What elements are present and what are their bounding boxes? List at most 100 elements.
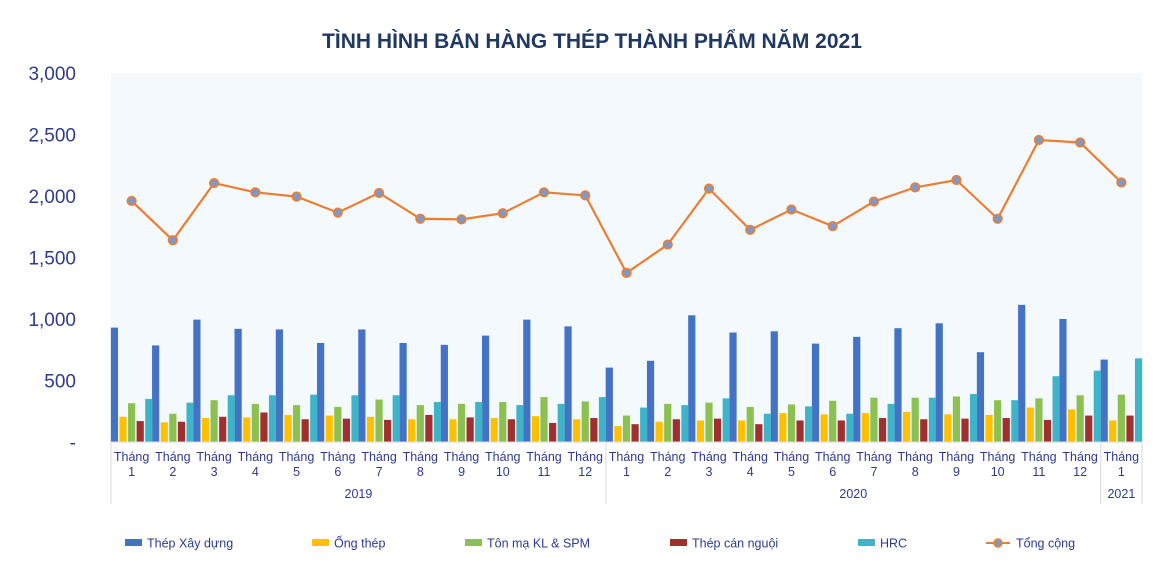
- x-axis: Tháng1Tháng2Tháng3Tháng4Tháng5Tháng6Thán…: [110, 441, 1143, 504]
- bar-ống-thép-11: [573, 419, 581, 442]
- bar-hrc-19: [928, 397, 936, 442]
- year-group-label: 2019: [345, 487, 373, 501]
- bar-thép-cán-nguội-11: [590, 418, 598, 442]
- x-tick-label: 3: [211, 465, 218, 479]
- x-tick-label: Tháng: [526, 450, 561, 464]
- year-group-label: 2020: [839, 487, 867, 501]
- bar-thép-cán-nguội-13: [672, 419, 680, 442]
- bar-hrc-13: [681, 405, 689, 442]
- bar-tôn-mạ-kl-spm-12: [622, 415, 631, 442]
- bar-thép-cán-nguội-15: [755, 424, 763, 442]
- x-tick-label: Tháng: [361, 450, 396, 464]
- bar-tôn-mạ-kl-spm-1: [169, 413, 177, 442]
- bar-tôn-mạ-kl-spm-7: [416, 405, 424, 442]
- x-tick-label: 12: [1073, 465, 1087, 479]
- x-tick-label: 11: [538, 465, 551, 479]
- bar-hrc-15: [763, 413, 772, 442]
- x-tick-label: 12: [578, 465, 592, 479]
- bar-thép-xây-dựng-12: [605, 367, 613, 442]
- bar-ống-thép-2: [201, 418, 210, 442]
- bar-thép-xây-dựng-18: [853, 336, 861, 442]
- bar-thép-cán-nguội-20: [961, 418, 969, 442]
- bar-hrc-8: [475, 402, 483, 442]
- bar-tôn-mạ-kl-spm-0: [128, 403, 136, 442]
- bar-tôn-mạ-kl-spm-5: [334, 406, 342, 442]
- x-tick-label: Tháng: [1021, 450, 1056, 464]
- line-point-24: [1116, 177, 1127, 188]
- bar-tôn-mạ-kl-spm-3: [251, 403, 259, 442]
- x-tick-label: 4: [252, 465, 259, 479]
- bar-thép-cán-nguội-21: [1002, 418, 1010, 442]
- bar-hrc-2: [227, 395, 235, 442]
- y-tick-label: 1,500: [28, 249, 76, 270]
- x-tick-label: Tháng: [320, 450, 355, 464]
- x-tick-label: 6: [829, 465, 836, 479]
- bar-thép-xây-dựng-20: [935, 323, 943, 442]
- x-tick-label: 7: [376, 465, 383, 479]
- x-tick-label: Tháng: [691, 450, 726, 464]
- x-tick-label: Tháng: [238, 450, 273, 464]
- bar-ống-thép-15: [738, 420, 746, 442]
- plot-area: [111, 73, 1142, 442]
- bar-ống-thép-3: [243, 417, 251, 442]
- bar-ống-thép-21: [985, 414, 993, 442]
- bar-thép-cán-nguội-24: [1126, 415, 1134, 442]
- legend-swatch: [312, 539, 329, 546]
- line-point-20: [951, 174, 962, 186]
- bar-tôn-mạ-kl-spm-22: [1035, 398, 1043, 442]
- legend-swatch: [465, 539, 482, 546]
- bar-thép-xây-dựng-13: [646, 360, 655, 442]
- x-tick-label: Tháng: [155, 450, 190, 464]
- bar-thép-xây-dựng-21: [976, 352, 985, 442]
- bar-thép-xây-dựng-19: [894, 328, 902, 442]
- bar-ống-thép-4: [284, 414, 292, 442]
- x-tick-label: 6: [334, 465, 341, 479]
- bar-tôn-mạ-kl-spm-10: [540, 397, 548, 442]
- bar-thép-xây-dựng-2: [193, 319, 201, 442]
- bar-hrc-17: [846, 413, 854, 442]
- line-point-2: [209, 177, 220, 189]
- legend-label: Thép cán nguội: [692, 537, 778, 551]
- bar-thép-xây-dựng-23: [1059, 319, 1067, 442]
- line-point-18: [868, 196, 880, 207]
- line-point-0: [126, 195, 137, 207]
- bar-tôn-mạ-kl-spm-21: [994, 400, 1002, 442]
- bar-tôn-mạ-kl-spm-16: [787, 404, 796, 442]
- bar-tôn-mạ-kl-spm-18: [870, 397, 878, 442]
- bar-hrc-20: [970, 394, 978, 442]
- x-tick-label: 11: [1032, 465, 1045, 479]
- legend-swatch-marker: [993, 538, 1003, 548]
- line-point-22: [1033, 134, 1044, 146]
- bar-hrc-18: [887, 403, 895, 442]
- bar-ống-thép-17: [820, 414, 828, 442]
- bar-tôn-mạ-kl-spm-9: [499, 402, 507, 442]
- line-point-13: [662, 239, 673, 250]
- y-tick-label: -: [70, 433, 76, 454]
- bar-thép-cán-nguội-18: [878, 418, 887, 442]
- bar-thép-xây-dựng-7: [399, 342, 407, 442]
- bar-tôn-mạ-kl-spm-17: [829, 400, 837, 442]
- x-tick-label: 1: [128, 465, 135, 479]
- line-layer: [126, 134, 1127, 278]
- bar-ống-thép-9: [490, 418, 498, 442]
- x-tick-label: 2: [664, 465, 671, 479]
- bar-thép-xây-dựng-8: [440, 344, 448, 442]
- line-point-8: [456, 214, 467, 225]
- legend: Thép Xây dựng Ống thép Tôn mạ KL & SPM Thép…: [125, 536, 1075, 551]
- y-tick-label: 500: [44, 372, 76, 393]
- line-point-6: [373, 187, 385, 199]
- line-point-12: [621, 267, 632, 278]
- bar-thép-cán-nguội-4: [301, 419, 309, 442]
- line-point-21: [992, 213, 1003, 224]
- line-point-7: [415, 213, 426, 224]
- legend-swatch: [125, 539, 142, 546]
- bar-tôn-mạ-kl-spm-23: [1076, 395, 1084, 442]
- bar-hrc-24: [1134, 358, 1143, 442]
- bar-thép-xây-dựng-4: [275, 329, 283, 442]
- bar-ống-thép-12: [614, 426, 622, 442]
- line-point-10: [538, 187, 550, 198]
- x-tick-label: 5: [293, 465, 300, 479]
- bar-thép-xây-dựng-10: [523, 319, 531, 442]
- line-point-16: [786, 204, 797, 215]
- bar-hrc-23: [1093, 370, 1101, 442]
